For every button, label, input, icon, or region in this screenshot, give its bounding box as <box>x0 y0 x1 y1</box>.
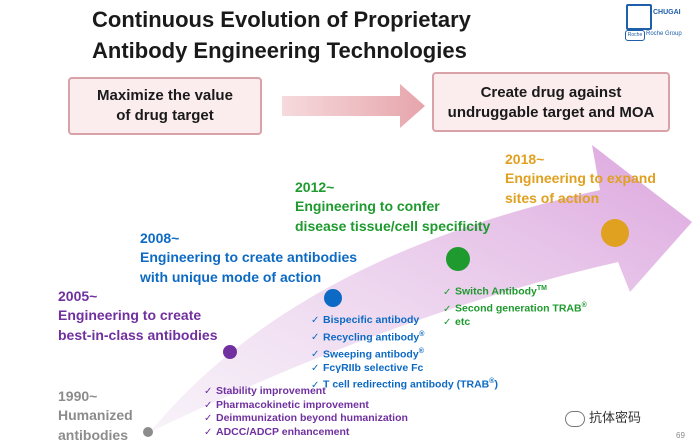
create-drug-box: Create drug against undruggable target a… <box>432 72 670 132</box>
chugai-logo-text: CHUGAI <box>653 9 681 16</box>
era-1990: 1990~ Humanized antibodies <box>58 388 133 443</box>
list-item: ✓ Pharmacokinetic improvement <box>204 398 369 411</box>
era-2018: 2018~ Engineering to expand sites of act… <box>505 151 656 206</box>
list-item: ✓ Deimmunization beyond humanization <box>204 412 408 425</box>
list-item: ✓ T cell redirecting antibody (TRAB®) <box>311 378 498 391</box>
dot-2005 <box>223 345 237 359</box>
list-item: ✓ Stability improvement <box>204 385 326 397</box>
chugai-logo-icon <box>626 4 652 30</box>
list-item: ✓ etc <box>443 316 471 329</box>
dot-1990 <box>143 427 153 437</box>
dot-2012 <box>446 247 470 271</box>
list-item: ✓ Sweeping antibody® <box>311 347 424 361</box>
watermark: 抗体密码 <box>565 407 641 427</box>
list-2008: ✓ Bispecific antibody ✓ Recycling antibody… <box>311 314 498 392</box>
list-item: ✓ ADCC/ADCP enhancement <box>204 425 350 438</box>
page-title: Continuous Evolution of Proprietary Anti… <box>92 7 471 63</box>
era-2012: 2012~ Engineering to confer disease tiss… <box>295 179 491 234</box>
page-number: 69 <box>676 431 685 440</box>
list-2005: ✓ Stability improvement ✓ Pharmacokinetic … <box>204 385 408 439</box>
dot-2018 <box>601 219 629 247</box>
list-item: ✓ FcγRIIb selective Fc <box>311 361 424 374</box>
list-item: ✓ Recycling antibody® <box>311 330 425 344</box>
list-item: ✓ Second generation TRAB® <box>443 302 587 315</box>
era-2005: 2005~ Engineering to create best-in-clas… <box>58 288 218 343</box>
wechat-icon <box>565 410 585 427</box>
list-item: ✓ Bispecific antibody <box>311 314 420 326</box>
dot-2008 <box>324 289 342 307</box>
roche-group-text: Roche Group <box>646 31 682 37</box>
roche-logo-icon: Roche <box>625 30 645 41</box>
list-item: ✓ Switch AntibodyTM <box>443 285 547 298</box>
list-2012: ✓ Switch AntibodyTM ✓ Second generation TR… <box>443 282 587 330</box>
value-to-drug-arrow <box>282 84 425 128</box>
maximize-value-box: Maximize the value of drug target <box>68 77 262 135</box>
era-2008: 2008~ Engineering to create antibodies w… <box>140 230 358 285</box>
